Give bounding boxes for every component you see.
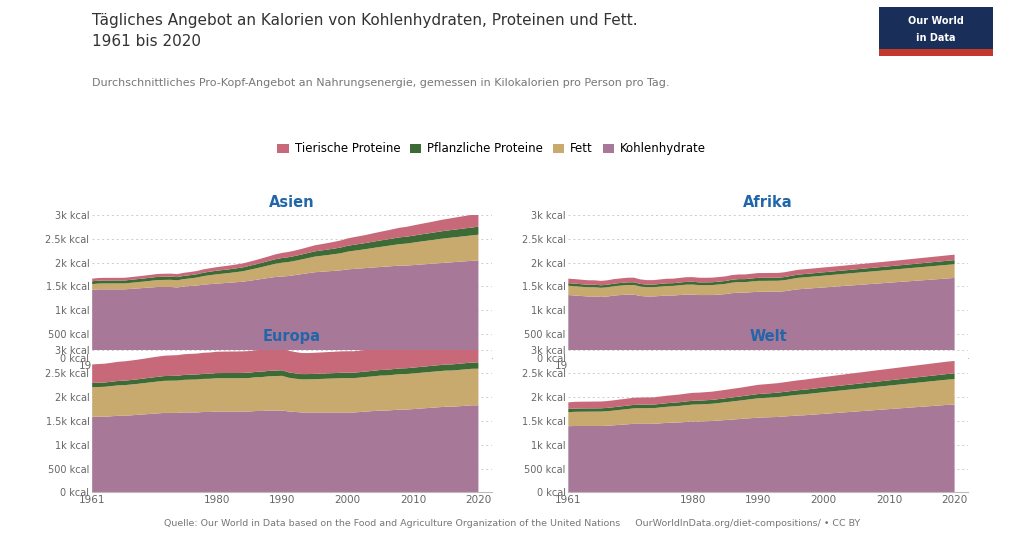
Legend: Tierische Proteine, Pflanzliche Proteine, Fett, Kohlenhydrate: Tierische Proteine, Pflanzliche Proteine… — [272, 138, 711, 160]
Text: in Data: in Data — [916, 33, 955, 43]
Title: Welt: Welt — [750, 329, 786, 344]
Title: Afrika: Afrika — [743, 195, 793, 210]
Text: Our World: Our World — [908, 16, 964, 26]
Text: Tägliches Angebot an Kalorien von Kohlenhydraten, Proteinen und Fett.
1961 bis 2: Tägliches Angebot an Kalorien von Kohlen… — [92, 13, 638, 49]
Text: Durchschnittliches Pro-Kopf-Angebot an Nahrungsenergie, gemessen in Kilokalorien: Durchschnittliches Pro-Kopf-Angebot an N… — [92, 78, 670, 88]
Text: Quelle: Our World in Data based on the Food and Agriculture Organization of the : Quelle: Our World in Data based on the F… — [164, 519, 860, 528]
Title: Europa: Europa — [263, 329, 321, 344]
Title: Asien: Asien — [269, 195, 314, 210]
Bar — [879, 49, 993, 56]
